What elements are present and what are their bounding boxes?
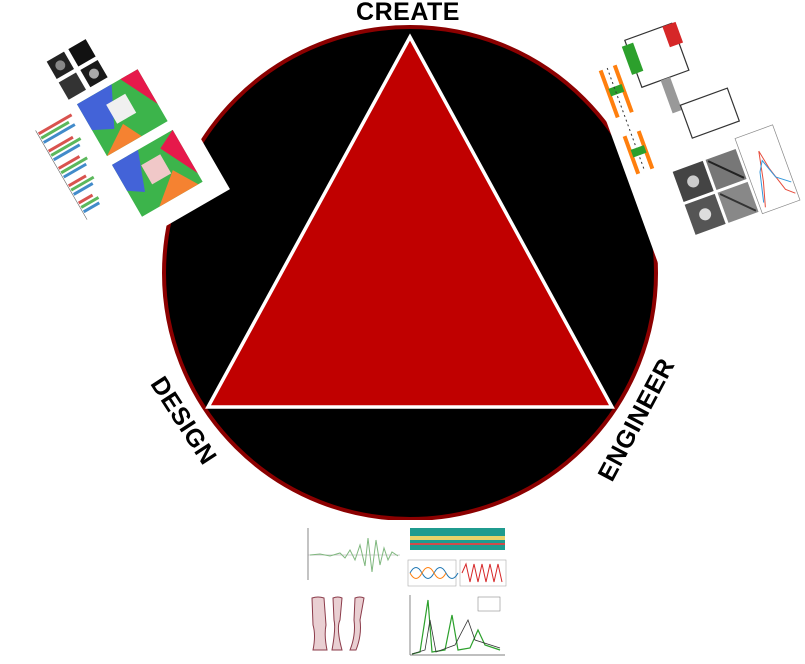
- label-create: CREATE: [356, 0, 460, 26]
- thumbnail-collage-top-right: [579, 0, 805, 268]
- line-plot-thumbnail: [734, 124, 801, 215]
- thumbnail-collage-bottom: [298, 520, 512, 662]
- device-schematic: [621, 21, 741, 139]
- microscopy-images: [46, 39, 108, 100]
- field-plot-1: [77, 69, 168, 157]
- central-triangle: [205, 33, 615, 409]
- thumbnail-collage-top-left: [0, 7, 230, 262]
- texture-images: [672, 148, 759, 235]
- spectrogram-band: [410, 528, 505, 550]
- bar-chart-thumbnail: [35, 113, 101, 220]
- rail-diagram: [598, 64, 655, 175]
- wave-plots: [407, 559, 507, 587]
- lattice-tubes: [311, 596, 365, 651]
- spectrum-plot: [409, 595, 505, 656]
- signal-plot: [307, 528, 400, 580]
- field-plot-2: [112, 129, 203, 217]
